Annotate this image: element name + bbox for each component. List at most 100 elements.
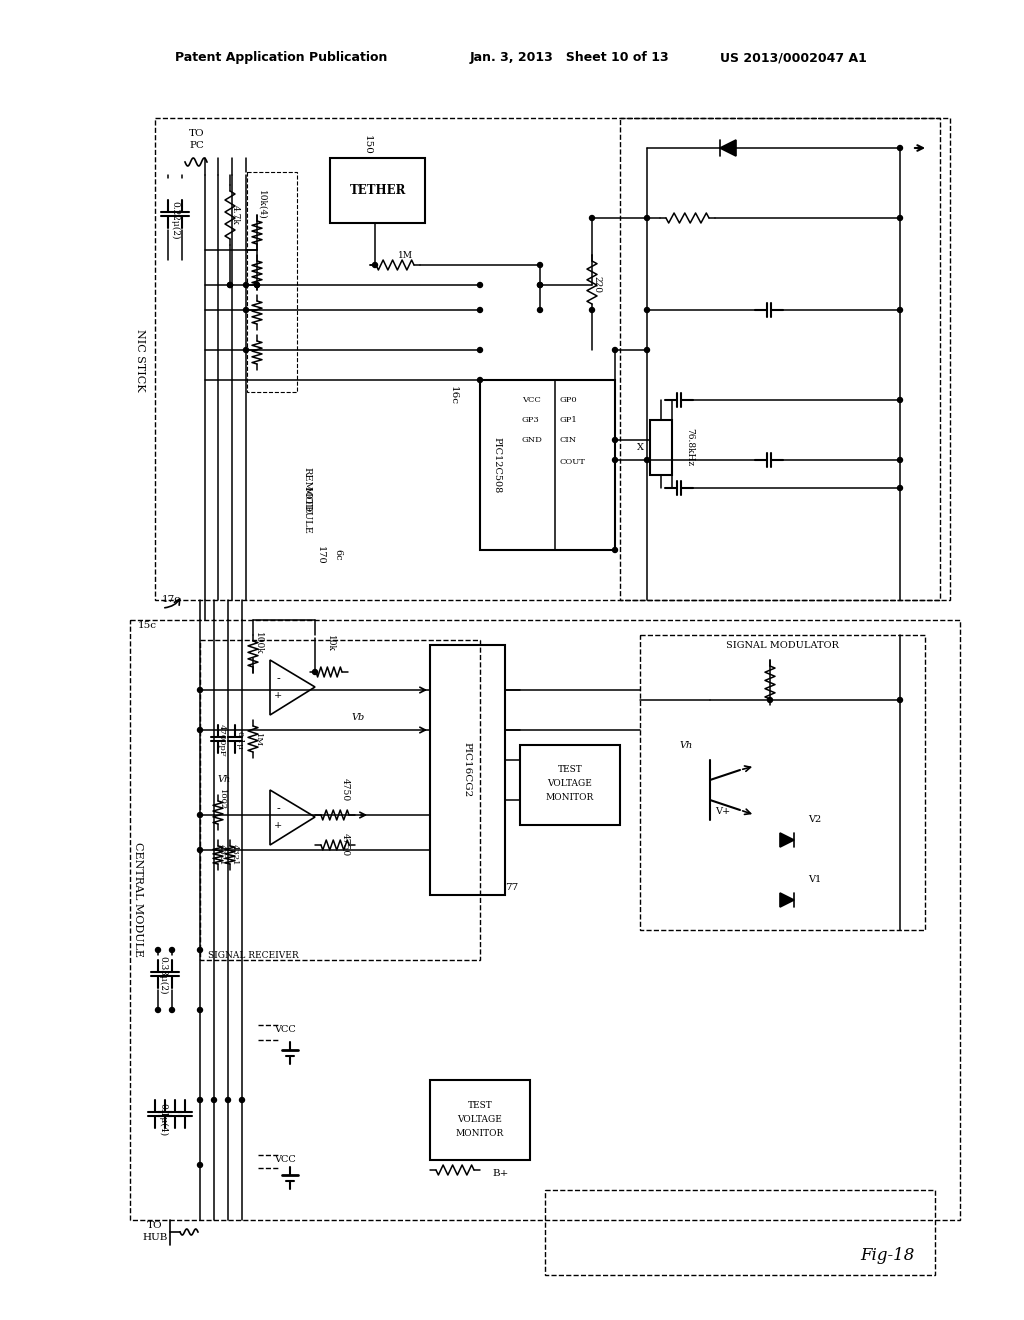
Circle shape	[612, 458, 617, 462]
Circle shape	[198, 727, 203, 733]
Text: TEST: TEST	[558, 766, 583, 775]
Circle shape	[768, 697, 772, 702]
Text: 0.1μ(4): 0.1μ(4)	[159, 1104, 168, 1137]
Text: NIC STICK: NIC STICK	[135, 329, 145, 391]
Circle shape	[612, 437, 617, 442]
Text: -: -	[276, 804, 280, 814]
Text: 0.1μ: 0.1μ	[236, 731, 244, 750]
Text: GP3: GP3	[522, 416, 540, 424]
Text: +: +	[273, 821, 283, 830]
Text: V1: V1	[808, 875, 821, 884]
Circle shape	[897, 697, 902, 702]
Text: 1M: 1M	[397, 251, 413, 260]
Text: V2: V2	[808, 816, 821, 825]
Text: US 2013/0002047 A1: US 2013/0002047 A1	[720, 51, 867, 65]
Circle shape	[198, 688, 203, 693]
Circle shape	[897, 215, 902, 220]
Text: 17c: 17c	[162, 595, 181, 605]
Text: 4321: 4321	[218, 845, 226, 866]
Bar	[330, 158, 425, 223]
Circle shape	[644, 458, 649, 462]
Text: TETHER: TETHER	[350, 183, 407, 197]
Text: 4321: 4321	[231, 845, 239, 866]
Bar	[130, 620, 961, 1220]
Text: 0.22μ(2): 0.22μ(2)	[170, 201, 179, 239]
Circle shape	[590, 308, 595, 313]
Text: TO: TO	[189, 128, 205, 137]
Text: TEST: TEST	[468, 1101, 493, 1110]
Text: 76.8kHz: 76.8kHz	[685, 428, 694, 466]
Circle shape	[156, 1007, 161, 1012]
Bar	[480, 380, 615, 550]
Bar	[200, 640, 480, 960]
Bar	[430, 645, 505, 895]
Text: Fig-18: Fig-18	[860, 1246, 914, 1263]
Text: CIN: CIN	[560, 436, 578, 444]
Circle shape	[897, 308, 902, 313]
Text: VCC: VCC	[274, 1155, 296, 1164]
Circle shape	[227, 282, 232, 288]
Bar	[430, 1080, 530, 1160]
Circle shape	[897, 397, 902, 403]
Text: 220: 220	[593, 276, 601, 293]
Circle shape	[198, 1007, 203, 1012]
Polygon shape	[780, 894, 794, 907]
Text: Vh: Vh	[680, 741, 693, 750]
Circle shape	[244, 347, 249, 352]
Circle shape	[897, 458, 902, 462]
Circle shape	[255, 282, 259, 288]
Circle shape	[612, 548, 617, 553]
Text: 4700pF: 4700pF	[218, 723, 226, 756]
Text: 170: 170	[315, 545, 325, 565]
Bar	[545, 1191, 935, 1275]
Text: GND: GND	[522, 436, 543, 444]
Text: MODULE: MODULE	[302, 486, 311, 533]
Circle shape	[156, 948, 161, 953]
Text: 150: 150	[362, 135, 372, 154]
Circle shape	[255, 282, 259, 288]
Text: Vh: Vh	[217, 776, 230, 784]
Circle shape	[897, 145, 902, 150]
Circle shape	[244, 308, 249, 313]
Text: 15c: 15c	[138, 620, 157, 630]
Circle shape	[373, 263, 378, 268]
Circle shape	[170, 948, 174, 953]
Text: Vb: Vb	[351, 714, 365, 722]
Text: 4.7k: 4.7k	[230, 205, 240, 224]
Circle shape	[198, 948, 203, 953]
Text: GP0: GP0	[560, 396, 578, 404]
Circle shape	[644, 215, 649, 220]
Text: B+: B+	[492, 1168, 508, 1177]
Text: Patent Application Publication: Patent Application Publication	[175, 51, 387, 65]
Bar	[520, 744, 620, 825]
Text: VCC: VCC	[522, 396, 541, 404]
Text: PIC12C508: PIC12C508	[493, 437, 502, 494]
Text: 10k(4): 10k(4)	[257, 190, 266, 220]
Circle shape	[477, 308, 482, 313]
Text: Jan. 3, 2013   Sheet 10 of 13: Jan. 3, 2013 Sheet 10 of 13	[470, 51, 670, 65]
Text: 100k: 100k	[254, 632, 262, 655]
Circle shape	[198, 1097, 203, 1102]
Text: CENTRAL MODULE: CENTRAL MODULE	[133, 842, 143, 957]
Text: 1002: 1002	[218, 789, 226, 810]
Bar	[247, 172, 297, 392]
Text: V+: V+	[716, 808, 731, 817]
Circle shape	[644, 347, 649, 352]
Circle shape	[244, 282, 249, 288]
Text: 4750: 4750	[341, 779, 349, 801]
Text: SIGNAL RECEIVER: SIGNAL RECEIVER	[208, 950, 299, 960]
Circle shape	[538, 282, 543, 288]
Circle shape	[477, 347, 482, 352]
Text: GP1: GP1	[560, 416, 578, 424]
Circle shape	[198, 813, 203, 817]
Bar	[620, 117, 940, 601]
Polygon shape	[720, 140, 736, 156]
Text: -: -	[276, 675, 280, 684]
Polygon shape	[780, 833, 794, 847]
Text: PC: PC	[189, 140, 205, 149]
Bar	[155, 117, 950, 601]
Circle shape	[198, 1163, 203, 1167]
Text: SIGNAL MODULATOR: SIGNAL MODULATOR	[726, 640, 839, 649]
Circle shape	[198, 847, 203, 853]
Bar	[650, 420, 672, 475]
